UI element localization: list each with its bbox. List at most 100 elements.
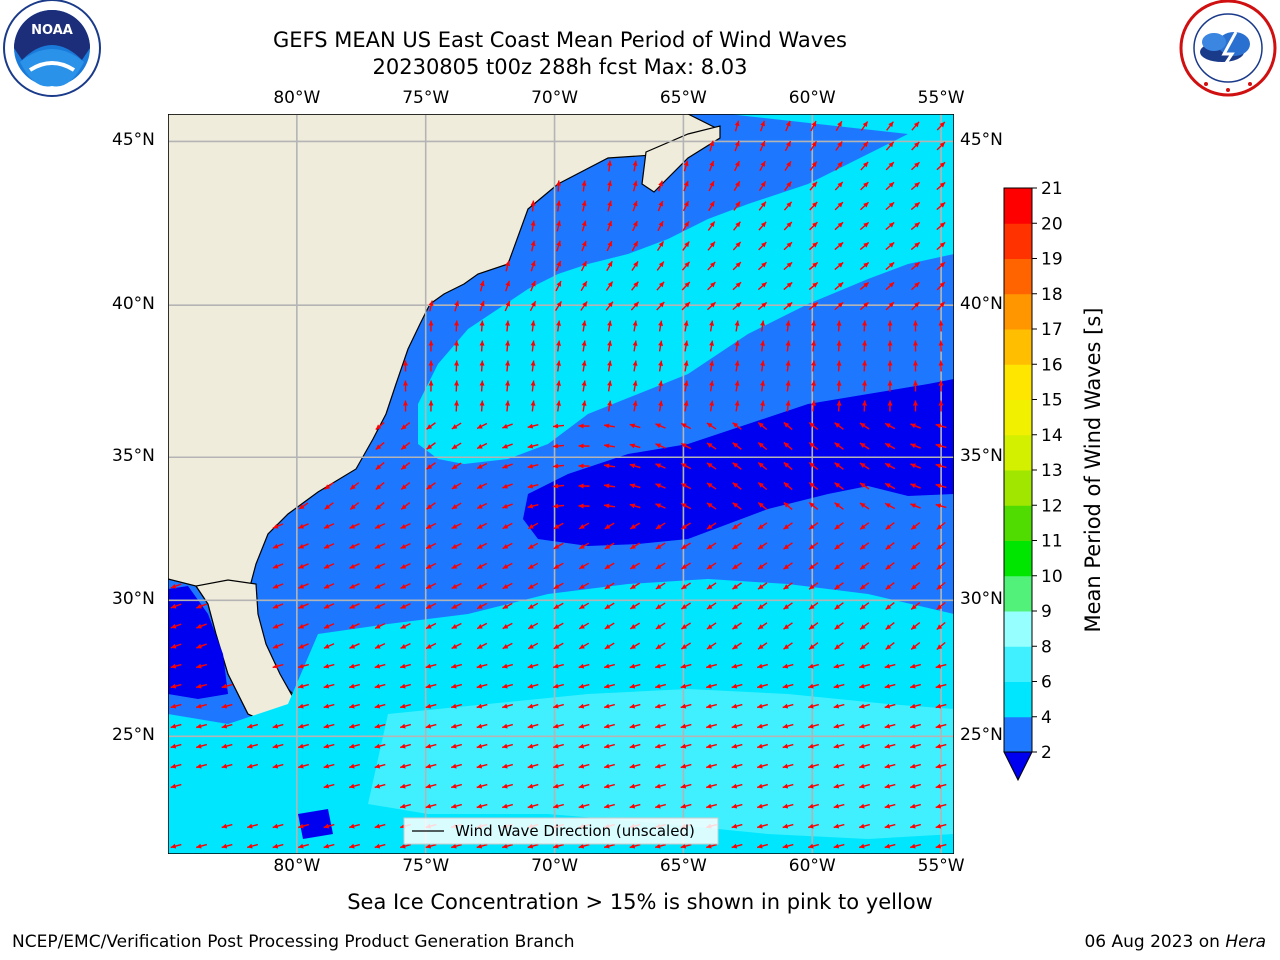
wave-direction-arrow — [451, 582, 462, 590]
wave-direction-arrow — [556, 240, 562, 252]
wave-direction-arrow — [553, 843, 564, 849]
wave-direction-arrow — [859, 683, 870, 689]
wave-direction-arrow — [706, 783, 717, 789]
wave-direction-arrow — [298, 723, 309, 729]
wave-direction-arrow — [859, 823, 870, 829]
wave-direction-arrow — [808, 602, 819, 610]
wave-direction-arrow — [349, 501, 360, 511]
wave-direction-arrow — [757, 562, 768, 570]
wave-direction-arrow — [604, 803, 615, 809]
wave-direction-arrow — [885, 642, 895, 650]
wave-direction-arrow — [860, 141, 869, 151]
wave-direction-arrow — [859, 522, 870, 530]
wave-direction-arrow — [910, 201, 921, 211]
wave-direction-arrow — [349, 723, 360, 729]
wave-direction-arrow — [782, 763, 794, 769]
wave-direction-arrow — [885, 221, 895, 231]
wave-direction-arrow — [783, 221, 793, 231]
wave-direction-arrow — [782, 783, 794, 789]
wave-direction-arrow — [581, 180, 587, 192]
wave-direction-arrow — [170, 583, 182, 589]
wave-direction-arrow — [247, 743, 258, 749]
pale-region-south — [368, 689, 954, 839]
wave-direction-arrow — [808, 481, 819, 491]
wave-direction-arrow — [658, 320, 664, 332]
wave-direction-arrow — [374, 623, 386, 629]
wave-direction-arrow — [629, 703, 641, 709]
wave-direction-arrow — [935, 423, 947, 429]
wave-direction-arrow — [221, 823, 233, 829]
colorbar-cell — [1004, 540, 1032, 577]
wave-direction-arrow — [606, 240, 613, 252]
wave-direction-arrow — [782, 663, 794, 669]
wave-direction-arrow — [834, 582, 844, 590]
wave-direction-arrow — [451, 482, 462, 490]
wave-direction-arrow — [910, 241, 921, 251]
wave-direction-arrow — [785, 120, 791, 132]
wave-direction-arrow — [324, 482, 334, 490]
wave-direction-arrow — [556, 320, 562, 332]
lat-label-right: 35°N — [960, 446, 1003, 467]
wave-direction-arrow — [808, 582, 819, 590]
wave-direction-arrow — [859, 582, 870, 590]
wave-direction-arrow — [758, 261, 767, 271]
wave-direction-arrow — [426, 462, 436, 470]
wave-direction-arrow — [400, 783, 411, 789]
wave-direction-arrow — [859, 462, 870, 470]
wave-direction-arrow — [527, 562, 539, 570]
wave-direction-arrow — [935, 823, 947, 829]
wave-direction-arrow — [833, 743, 845, 749]
wave-direction-arrow — [655, 503, 666, 509]
wave-direction-arrow — [658, 380, 664, 392]
wave-direction-arrow — [731, 663, 743, 669]
wave-direction-arrow — [936, 241, 946, 251]
wave-direction-arrow — [502, 783, 513, 789]
wave-direction-arrow — [884, 683, 896, 689]
wave-direction-arrow — [808, 461, 819, 471]
wave-direction-arrow — [706, 442, 717, 450]
wave-direction-arrow — [400, 642, 411, 650]
wave-direction-arrow — [859, 783, 870, 789]
wave-direction-arrow — [578, 703, 590, 709]
wave-direction-arrow — [527, 843, 539, 849]
wave-direction-arrow — [298, 663, 309, 669]
wave-direction-arrow — [885, 261, 895, 271]
wave-direction-arrow — [298, 703, 309, 709]
wave-direction-arrow — [272, 723, 284, 729]
wave-direction-arrow — [859, 723, 870, 729]
wave-direction-arrow — [298, 843, 309, 849]
wave-direction-arrow — [859, 482, 870, 490]
wave-direction-arrow — [425, 723, 437, 729]
wave-direction-arrow — [196, 843, 207, 849]
wave-direction-arrow — [938, 340, 944, 352]
wave-direction-arrow — [400, 683, 411, 689]
colorbar-tick-label: 2 — [1041, 743, 1052, 763]
wave-direction-arrow — [402, 380, 408, 392]
wave-direction-arrow — [604, 703, 615, 709]
wave-direction-arrow — [527, 743, 539, 749]
wave-direction-arrow — [760, 340, 766, 352]
wave-direction-arrow — [706, 683, 717, 689]
wave-direction-arrow — [785, 400, 791, 412]
wave-direction-arrow — [527, 582, 539, 590]
wave-direction-arrow — [505, 380, 511, 392]
wave-direction-arrow — [556, 400, 562, 412]
wave-direction-arrow — [707, 241, 716, 251]
wave-direction-arrow — [170, 743, 182, 749]
wave-direction-arrow — [732, 542, 742, 550]
wave-direction-arrow — [887, 340, 893, 352]
wave-direction-arrow — [834, 161, 844, 171]
wave-direction-arrow — [170, 663, 182, 669]
wave-direction-arrow — [578, 803, 590, 809]
wave-direction-arrow — [757, 582, 768, 590]
wave-direction-arrow — [605, 301, 614, 311]
wave-direction-arrow — [912, 380, 918, 392]
lat-lon-grid — [168, 114, 954, 854]
wave-direction-arrow — [323, 563, 335, 569]
wave-direction-arrow — [681, 622, 691, 630]
wave-direction-arrow — [910, 683, 921, 689]
wave-direction-arrow — [782, 803, 794, 809]
colorbar-extension — [1003, 751, 1033, 782]
wave-direction-arrow — [170, 703, 182, 709]
wave-direction-arrow — [502, 463, 513, 469]
